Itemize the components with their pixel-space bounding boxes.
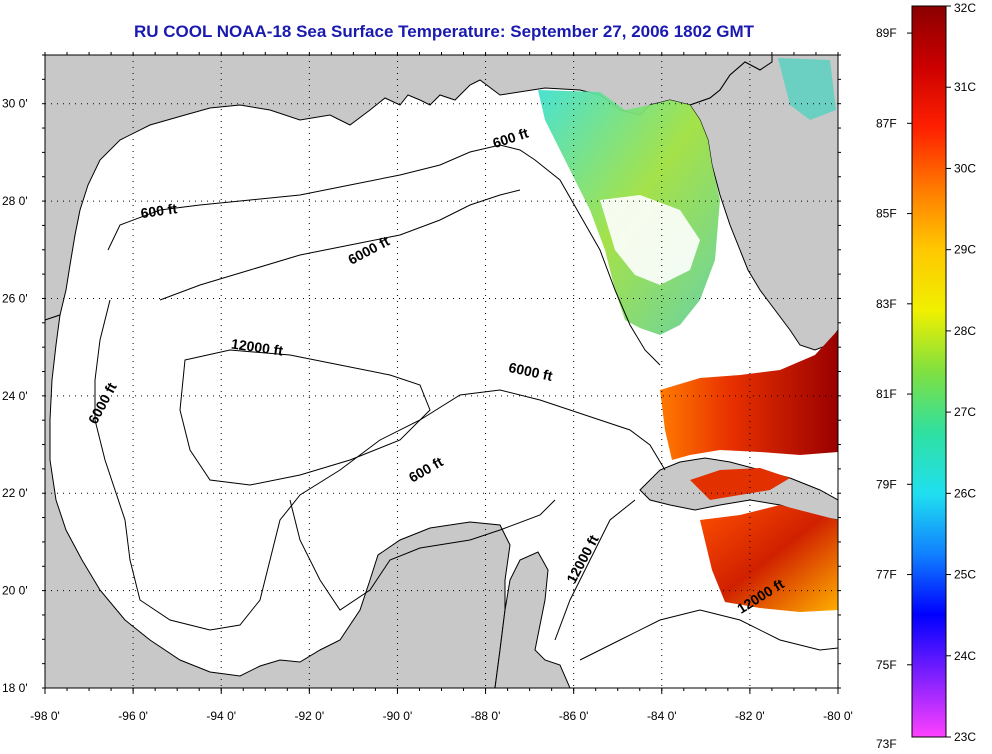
x-tick-label: -92 0': [295, 709, 325, 723]
x-tick-label: -90 0': [383, 709, 413, 723]
x-tick-label: -96 0': [118, 709, 148, 723]
colorbar-labels: 32C 31C 30C 29C 28C 27C 26C 25C 24C 23C 89F 87F 85F 8…: [876, 1, 976, 751]
colorbar-fahrenheit-label: 89F: [876, 26, 897, 40]
colorbar-celsius-label: 23C: [954, 730, 976, 744]
sst-florida-straits: [660, 330, 838, 460]
page-title: RU COOL NOAA-18 Sea Surface Temperature:…: [133, 22, 755, 41]
land-mexico-west: [45, 314, 511, 688]
land-florida: [689, 55, 838, 351]
colorbar-celsius-label: 30C: [954, 161, 976, 175]
x-tick-label: -82 0': [735, 709, 765, 723]
x-tick-label: -94 0': [206, 709, 236, 723]
colorbar-fahrenheit-label: 81F: [876, 387, 897, 401]
map-axis-ticks: -98 0' -96 0' -94 0' -92 0' -90 0' -88 0' -86 …: [2, 52, 853, 723]
land-yucatan: [494, 551, 571, 688]
contour-caribbean: [579, 609, 838, 661]
map-grid: [45, 55, 838, 688]
contour-label: 600 ft: [140, 200, 179, 221]
colorbar-celsius-label: 32C: [954, 1, 976, 15]
x-tick-label: -88 0': [471, 709, 501, 723]
colorbar-fahrenheit-label: 79F: [876, 477, 897, 491]
colorbar-celsius-label: 26C: [954, 486, 976, 500]
colorbar-celsius-label: 27C: [954, 405, 976, 419]
colorbar-fahrenheit-label: 87F: [876, 116, 897, 130]
y-tick-label: 28 0': [2, 194, 28, 208]
contour-label: 12000 ft: [230, 336, 284, 359]
colorbar-celsius-label: 28C: [954, 324, 976, 338]
contour-12000ft-south: [554, 499, 636, 641]
x-tick-label: -84 0': [647, 709, 677, 723]
colorbar-fahrenheit-label: 73F: [876, 737, 897, 751]
sst-cuba-north-patch: [690, 468, 790, 500]
y-tick-label: 22 0': [2, 486, 28, 500]
contour-600ft-mexico: [289, 499, 556, 611]
sst-cuba-south: [700, 505, 838, 612]
y-tick-label: 20 0': [2, 584, 28, 598]
colorbar-celsius-label: 31C: [954, 80, 976, 94]
y-tick-label: 24 0': [2, 389, 28, 403]
x-tick-label: -98 0': [30, 709, 60, 723]
y-tick-label: 18 0': [2, 681, 28, 695]
sst-east-coast-strip: [778, 58, 836, 120]
sst-west-florida-cloud: [600, 195, 700, 285]
colorbar-fahrenheit-label: 77F: [876, 568, 897, 582]
colorbar-fahrenheit-label: 85F: [876, 207, 897, 221]
colorbar-gradient: [911, 5, 947, 738]
colorbar-celsius-label: 25C: [954, 568, 976, 582]
colorbar-celsius-label: 29C: [954, 243, 976, 257]
contour-12000ft: [179, 349, 431, 486]
x-tick-label: -86 0': [559, 709, 589, 723]
y-tick-label: 30 0': [2, 97, 28, 111]
contour-6000ft: [94, 299, 666, 631]
contour-6000ft-north: [159, 189, 521, 301]
colorbar-celsius-label: 24C: [954, 649, 976, 663]
x-tick-label: -80 0': [823, 709, 853, 723]
colorbar-fahrenheit-label: 83F: [876, 297, 897, 311]
contour-600ft-north: [107, 144, 661, 366]
y-tick-label: 26 0': [2, 291, 28, 305]
colorbar-fahrenheit-label: 75F: [876, 658, 897, 672]
bathymetry-contours: [94, 144, 838, 661]
